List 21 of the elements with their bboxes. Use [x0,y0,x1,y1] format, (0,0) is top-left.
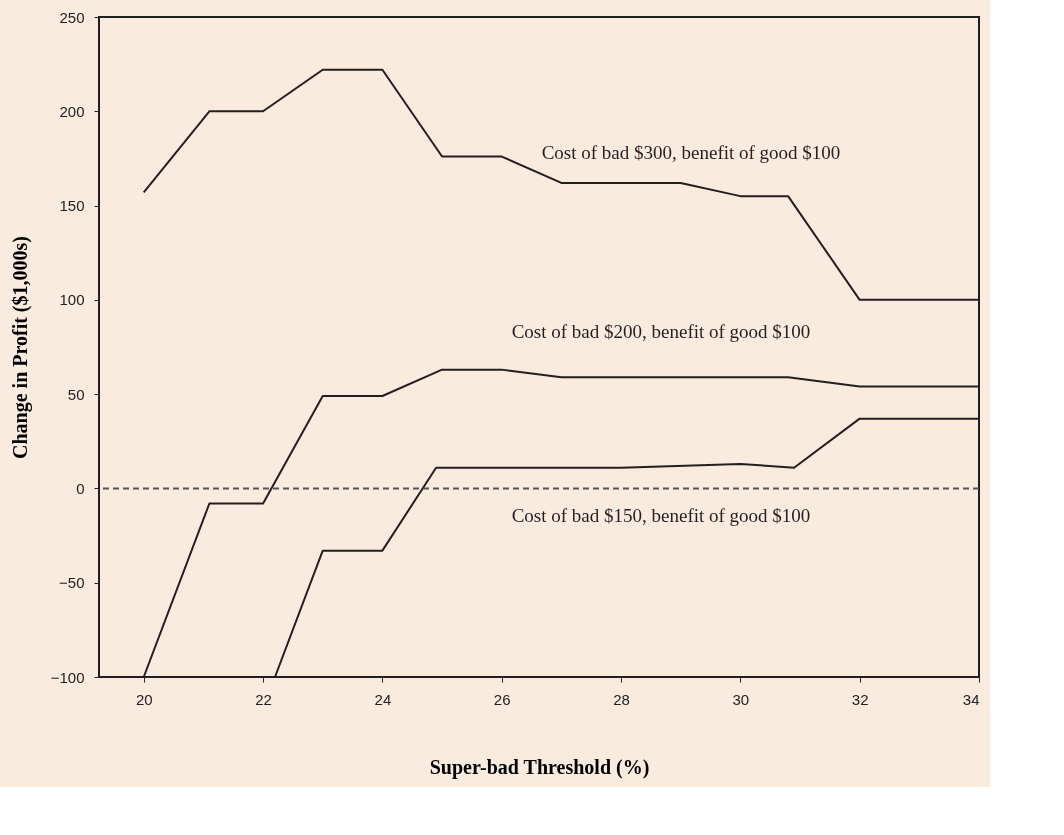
y-tick-label: 0 [76,479,85,497]
y-tick-label: 200 [59,102,85,120]
x-tick-label: 24 [374,690,392,708]
x-tick-label: 28 [613,690,630,708]
y-tick-label: −50 [59,574,85,592]
x-tick-label: 26 [493,690,511,708]
y-tick-label: 100 [59,291,85,309]
series-label: Cost of bad $300, benefit of good $100 [541,141,841,163]
y-axis-title: Change in Profit ($1,000s) [8,236,32,459]
x-axis-title: Super-bad Threshold (%) [429,755,650,779]
series-label: Cost of bad $200, benefit of good $100 [511,321,811,343]
series-label: Cost of bad $150, benefit of good $100 [511,504,811,526]
y-tick-label: 50 [67,385,85,403]
x-tick-label: 34 [962,690,980,708]
x-tick-label: 22 [255,690,272,708]
y-tick-label: 250 [59,8,85,26]
y-tick-label: −100 [50,668,85,686]
x-tick-label: 30 [732,690,750,708]
y-tick-label: 150 [59,197,85,215]
x-tick-label: 32 [851,690,869,708]
x-tick-label: 20 [135,690,153,708]
